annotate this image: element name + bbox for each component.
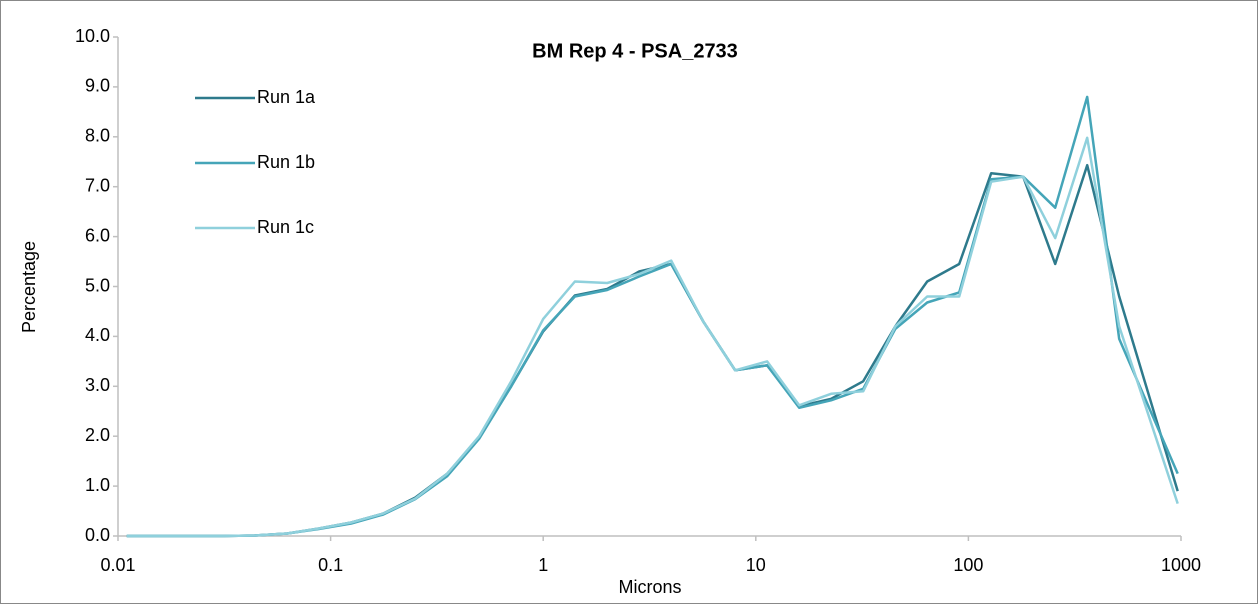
x-tick-label: 0.01	[100, 555, 135, 575]
y-tick-label: 1.0	[85, 475, 110, 495]
y-tick-label: 0.0	[85, 525, 110, 545]
x-tick-label: 1	[538, 555, 548, 575]
y-tick-label: 2.0	[85, 425, 110, 445]
y-tick-label: 8.0	[85, 126, 110, 146]
y-tick-label: 9.0	[85, 76, 110, 96]
y-tick-label: 10.0	[75, 26, 110, 46]
y-tick-label: 3.0	[85, 375, 110, 395]
x-tick-label: 0.1	[318, 555, 343, 575]
series-line	[126, 136, 1179, 538]
y-tick-label: 7.0	[85, 175, 110, 195]
x-axis-label: Microns	[618, 577, 681, 597]
x-tick-label: 100	[953, 555, 983, 575]
legend-label: Run 1c	[257, 217, 314, 237]
chart-title: BM Rep 4 - PSA_2733	[532, 40, 738, 62]
x-tick-label: 1000	[1161, 555, 1201, 575]
y-tick-label: 6.0	[85, 225, 110, 245]
legend-label: Run 1b	[257, 152, 315, 172]
y-axis-label: Percentage	[19, 241, 39, 333]
y-tick-label: 5.0	[85, 275, 110, 295]
x-tick-label: 10	[746, 555, 766, 575]
legend-label: Run 1a	[257, 87, 316, 107]
y-tick-label: 4.0	[85, 325, 110, 345]
